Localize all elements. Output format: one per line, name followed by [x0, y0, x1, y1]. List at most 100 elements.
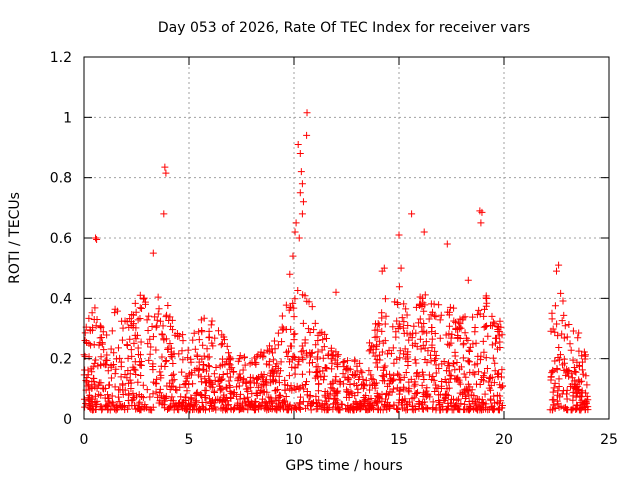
data-point	[148, 322, 156, 330]
data-point	[227, 354, 235, 362]
data-point	[117, 358, 125, 366]
data-point	[179, 356, 187, 364]
data-point	[496, 392, 504, 400]
data-point	[236, 370, 244, 378]
data-point	[320, 376, 328, 384]
data-point	[202, 379, 210, 387]
data-point	[139, 394, 147, 402]
data-point	[497, 373, 505, 381]
data-point	[351, 370, 359, 378]
data-point	[277, 358, 285, 366]
data-point	[145, 312, 153, 320]
data-point	[476, 380, 484, 388]
data-point	[373, 355, 381, 363]
data-point	[288, 342, 296, 350]
data-point	[297, 393, 305, 401]
data-point	[469, 313, 477, 321]
data-point	[464, 357, 472, 365]
data-point	[307, 406, 315, 414]
data-point	[220, 391, 228, 399]
data-point	[395, 231, 403, 239]
data-point	[97, 403, 105, 411]
data-point	[417, 345, 425, 353]
data-point	[334, 406, 342, 414]
data-point	[107, 374, 115, 382]
data-point	[396, 347, 404, 355]
data-point	[195, 336, 203, 344]
data-point	[420, 307, 428, 315]
data-point	[291, 295, 299, 303]
data-point	[350, 406, 358, 414]
data-point	[260, 380, 268, 388]
data-point	[167, 396, 175, 404]
data-point	[241, 361, 249, 369]
data-point	[427, 357, 435, 365]
data-point	[385, 346, 393, 354]
data-point	[490, 392, 498, 400]
data-point	[325, 394, 333, 402]
data-point	[483, 364, 491, 372]
data-point	[333, 352, 341, 360]
data-point	[196, 405, 204, 413]
data-point	[195, 371, 203, 379]
data-point	[378, 348, 386, 356]
data-point	[547, 373, 555, 381]
data-point	[466, 368, 474, 376]
data-point	[127, 346, 135, 354]
data-point	[91, 304, 99, 312]
data-point	[442, 406, 450, 414]
data-point	[373, 363, 381, 371]
data-point	[432, 369, 440, 377]
data-point	[204, 362, 212, 370]
data-point	[327, 347, 335, 355]
data-point	[269, 356, 277, 364]
data-point	[331, 392, 339, 400]
data-point	[230, 388, 238, 396]
data-point	[362, 376, 370, 384]
data-point	[200, 352, 208, 360]
data-point	[146, 335, 154, 343]
data-point	[279, 326, 287, 334]
data-point	[482, 302, 490, 310]
data-point	[350, 380, 358, 388]
data-point	[371, 380, 379, 388]
data-point	[461, 385, 469, 393]
data-point	[549, 388, 557, 396]
data-point	[284, 352, 292, 360]
data-point	[333, 396, 341, 404]
data-point	[394, 406, 402, 414]
data-point	[556, 351, 564, 359]
data-point	[429, 398, 437, 406]
data-point	[432, 313, 440, 321]
data-point	[423, 329, 431, 337]
data-point	[398, 314, 406, 322]
data-point	[319, 367, 327, 375]
data-point	[420, 228, 428, 236]
y-tick-label: 0.4	[50, 291, 72, 307]
data-point	[170, 370, 178, 378]
data-point	[313, 368, 321, 376]
data-point	[286, 304, 294, 312]
data-point	[176, 383, 184, 391]
data-point	[381, 295, 389, 303]
x-tick-label: 25	[600, 432, 618, 448]
data-point	[366, 339, 374, 347]
data-point	[553, 366, 561, 374]
data-point	[198, 326, 206, 334]
data-point	[217, 341, 225, 349]
data-point	[471, 370, 479, 378]
data-point	[115, 398, 123, 406]
data-point	[175, 400, 183, 408]
data-point	[112, 403, 120, 411]
data-point	[311, 319, 319, 327]
data-point	[97, 353, 105, 361]
data-point	[332, 288, 340, 296]
data-point	[302, 378, 310, 386]
data-point	[205, 327, 213, 335]
data-point	[394, 370, 402, 378]
data-point	[245, 400, 253, 408]
data-point	[270, 368, 278, 376]
data-point	[132, 371, 140, 379]
data-point	[411, 339, 419, 347]
